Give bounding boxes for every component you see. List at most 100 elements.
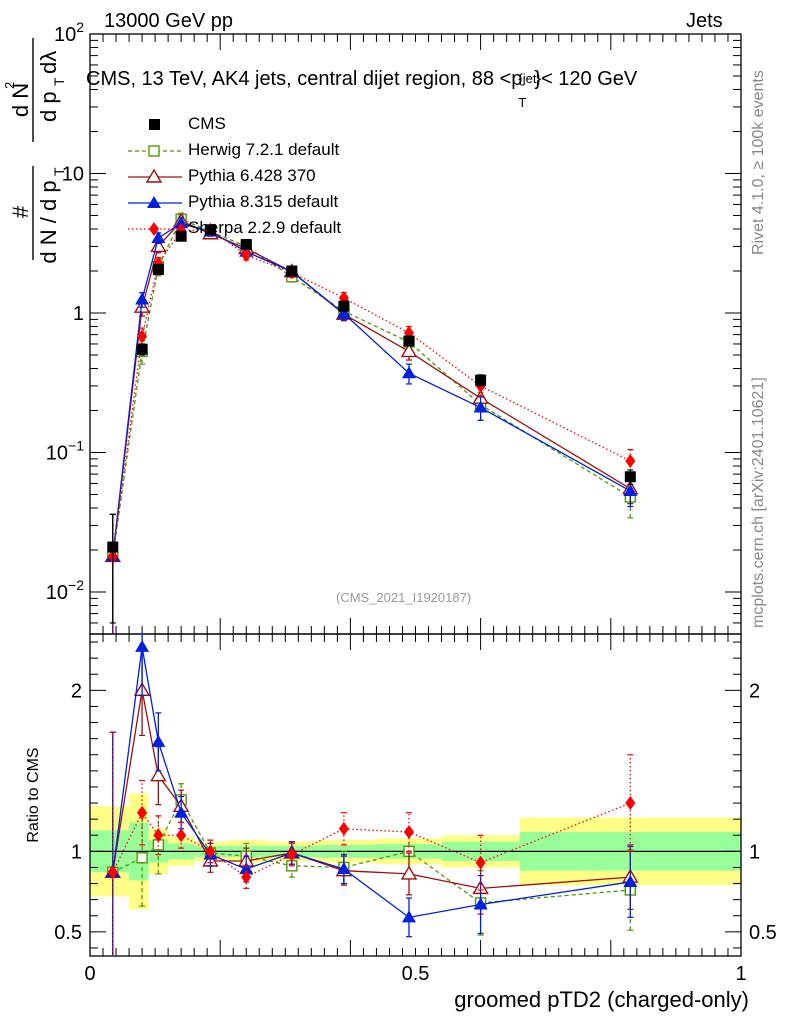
y-label-den2-tail: dλ <box>36 51 61 74</box>
plot-title-tail: }< 120 GeV <box>534 68 638 90</box>
main-y-tick-label: 10−1 <box>46 438 84 465</box>
main-point-sherpa <box>137 329 148 344</box>
ratio-point-sherpa <box>625 796 636 811</box>
y-label-num2: d N <box>8 83 33 117</box>
main-point-cms <box>475 374 487 386</box>
main-line-sherpa <box>112 229 631 557</box>
ratio-point-sherpa <box>338 821 349 836</box>
analysis-watermark: (CMS_2021_I1920187) <box>336 590 472 605</box>
ratio-point-sherpa <box>205 844 216 859</box>
ratio-y-tick-label: 2 <box>71 680 82 702</box>
ratio-point-pythia8 <box>151 734 166 747</box>
ratio-point-sherpa <box>475 855 486 870</box>
main-y-tick-label: 1 <box>73 303 84 325</box>
ratio-y-tick-label: 1 <box>71 841 82 863</box>
ratio-y-tick-label-right: 1 <box>749 841 760 863</box>
legend-label-herwig: Herwig 7.2.1 default <box>188 140 340 159</box>
legend-item-cms: CMS <box>126 112 386 138</box>
main-point-cms <box>338 300 350 312</box>
ratio-point-pythia6 <box>400 865 418 880</box>
y-axis-label: # d N / d p T d N 2 d p T dλ <box>0 30 70 270</box>
plot-title-sub: T <box>518 95 527 110</box>
legend-label-pythia8: Pythia 8.315 default <box>188 192 339 211</box>
ratio-point-pythia8 <box>135 639 150 652</box>
main-line-pythia8 <box>112 222 631 557</box>
main-point-pythia8 <box>623 483 638 496</box>
header-left: 13000 GeV pp <box>104 10 233 32</box>
x-axis-label: groomed pTD2 (charged-only) <box>454 987 749 1012</box>
y-label-num2-sup: 2 <box>2 82 17 89</box>
main-point-pythia6 <box>150 238 167 253</box>
ratio-point-pythia8 <box>336 862 351 875</box>
main-line-pythia6 <box>112 220 631 557</box>
y-label-den: d N / d p <box>36 180 61 263</box>
main-y-tick-label: 102 <box>54 19 84 46</box>
ratio-line-herwig <box>112 798 631 904</box>
main-point-pythia6 <box>400 343 418 358</box>
rivet-version-label: Rivet 4.1.0, ≥ 100k events <box>750 70 767 255</box>
main-point-pythia8 <box>151 230 166 243</box>
legend-item-pythia6: Pythia 6.428 370 <box>126 164 386 190</box>
ratio-x-tick-label: 0.5 <box>402 963 430 985</box>
main-point-pythia8 <box>473 400 488 413</box>
main-point-cms <box>152 264 164 276</box>
ratio-point-pythia8 <box>401 910 416 923</box>
legend-label-pythia6: Pythia 6.428 370 <box>188 166 316 185</box>
ratio-x-tick-label: 0 <box>84 963 95 985</box>
main-point-cms <box>624 471 636 483</box>
main-point-cms <box>204 224 216 236</box>
ratio-frame <box>89 633 742 957</box>
main-point-cms <box>136 343 148 355</box>
legend-label-cms: CMS <box>188 114 226 133</box>
ratio-point-pythia8 <box>473 897 488 910</box>
legend-label-sherpa: Sherpa 2.2.9 default <box>188 218 342 237</box>
header-right: Jets <box>686 10 723 32</box>
ratio-y-tick-label-right: 0.5 <box>749 922 777 944</box>
y-label-den2-sub: T <box>51 77 67 86</box>
legend-item-herwig: Herwig 7.2.1 default <box>126 138 386 164</box>
main-point-pythia8 <box>401 366 416 379</box>
y-axis-label-svg: # d N / d p T d N 2 d p T dλ <box>2 38 67 264</box>
ratio-y-tick-label: 0.5 <box>54 922 82 944</box>
mcplots-reference-label: mcplots.cern.ch [arXiv:2401.10621] <box>750 377 767 628</box>
ratio-x-tick-label: 1 <box>735 963 746 985</box>
ratio-point-pythia8 <box>174 805 189 818</box>
ratio-y-axis-label: Ratio to CMS <box>25 747 42 842</box>
main-y-tick-label: 10−2 <box>46 577 84 604</box>
ratio-point-pythia8 <box>623 874 638 887</box>
main-panel: 102 10 1 10−1 10−2 <box>46 19 742 635</box>
main-point-pythia8 <box>174 216 189 229</box>
ratio-point-sherpa <box>403 825 414 840</box>
ratio-point-sherpa <box>286 847 297 862</box>
ratio-point-herwig <box>136 852 148 864</box>
plot-title-sup: {jet} <box>518 71 541 86</box>
main-line-herwig <box>112 218 631 557</box>
ratio-point-sherpa <box>241 870 252 885</box>
plot-title: CMS, 13 TeV, AK4 jets, central dijet reg… <box>86 68 638 110</box>
main-point-cms <box>286 265 298 277</box>
main-point-cms <box>175 230 187 242</box>
main-point-sherpa <box>625 453 636 468</box>
plot-title-main: CMS, 13 TeV, AK4 jets, central dijet reg… <box>86 68 523 90</box>
legend: CMS Herwig 7.2.1 default Pythia 6.428 37… <box>126 112 386 242</box>
ratio-line-sherpa <box>112 802 631 878</box>
main-y-tick-label: 10 <box>62 164 84 186</box>
y-label-den-sub: T <box>51 167 67 176</box>
main-point-pythia8 <box>336 306 351 319</box>
main-point-cms <box>240 238 252 250</box>
ratio-point-pythia6 <box>150 767 167 782</box>
main-point-cms <box>403 335 415 347</box>
main-point-cms <box>107 541 119 553</box>
legend-item-sherpa: Sherpa 2.2.9 default <box>126 216 386 242</box>
legend-item-pythia8: Pythia 8.315 default <box>126 190 386 216</box>
ratio-y-tick-label-right: 2 <box>749 680 760 702</box>
ratio-point-sherpa <box>107 865 118 880</box>
ratio-point-sherpa <box>137 805 148 820</box>
ratio-point-sherpa <box>176 828 187 843</box>
ratio-point-sherpa <box>153 828 164 843</box>
main-point-pythia8 <box>135 292 150 305</box>
y-label-den2: d p <box>36 91 61 122</box>
main-point-sherpa <box>241 248 252 263</box>
